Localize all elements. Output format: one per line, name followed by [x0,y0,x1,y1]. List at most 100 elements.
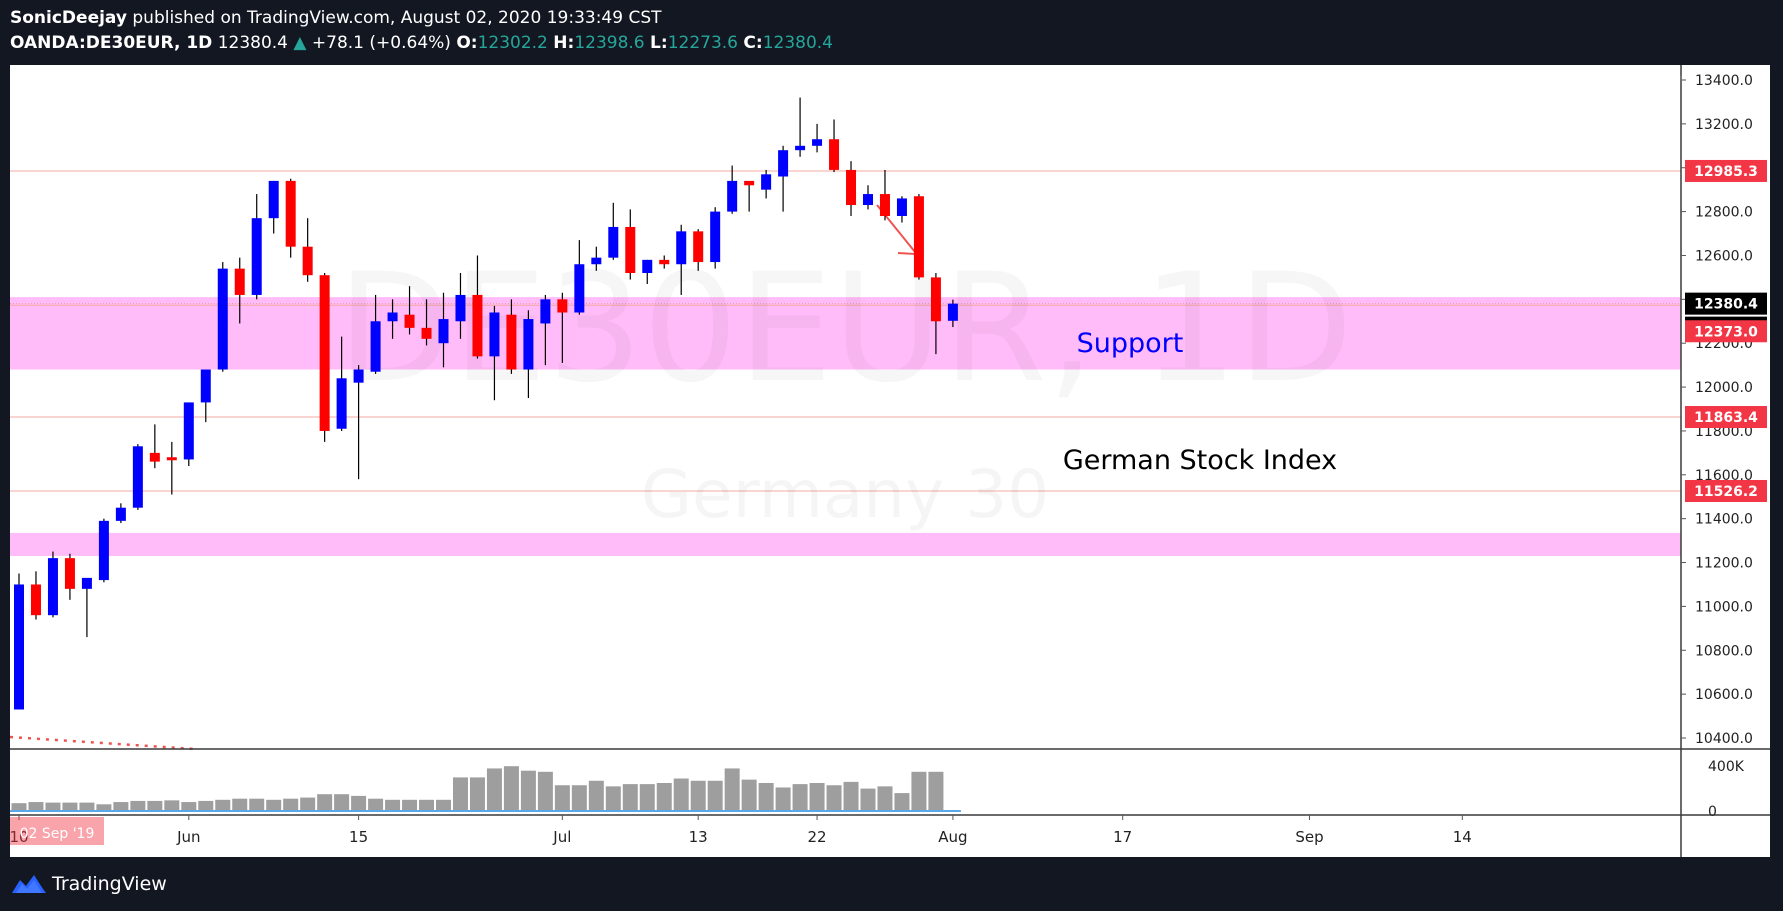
volume-bar[interactable] [147,800,163,811]
dotted-trendline[interactable] [9,735,196,751]
volume-bar[interactable] [334,794,350,811]
volume-bar[interactable] [877,786,893,811]
time-tick-label[interactable]: Jul [552,828,571,846]
price-badge-level[interactable]: 11526.2 [1685,479,1767,502]
candle[interactable] [353,365,364,480]
candle[interactable] [608,202,619,260]
volume-bar[interactable] [537,771,553,811]
candle[interactable] [896,196,907,223]
volume-bar[interactable] [28,802,44,811]
candle[interactable] [438,292,449,368]
candle[interactable] [812,123,823,153]
volume-bar[interactable] [928,771,944,811]
volume-bar[interactable] [792,784,808,811]
candle[interactable] [285,178,296,258]
candle[interactable] [404,286,415,335]
candle[interactable] [710,207,721,269]
price-badge-level[interactable]: 12985.3 [1685,159,1767,182]
candle[interactable] [217,262,228,372]
volume-bar[interactable] [486,768,502,811]
volume-bar[interactable] [249,798,265,811]
candle[interactable] [455,273,466,339]
candle[interactable] [761,169,772,199]
candle[interactable] [115,503,126,524]
volume-bar[interactable] [860,788,876,811]
candle[interactable] [625,209,636,280]
volume-bar[interactable] [368,798,384,811]
volume-bar[interactable] [45,802,61,811]
volume-bar[interactable] [181,802,197,811]
candle[interactable] [149,424,160,469]
candle[interactable] [302,218,313,282]
candle[interactable] [574,240,585,315]
candle[interactable] [336,336,347,431]
price-badge-level[interactable]: 12373.0 [1685,320,1767,343]
zone-1[interactable] [10,532,1681,556]
candle[interactable] [489,305,500,401]
candle[interactable] [166,441,177,495]
support-label[interactable]: Support [1077,328,1184,359]
volume-bar[interactable] [215,799,231,811]
price-badge-last[interactable]: 12380.4 [1685,292,1767,315]
time-tick-label[interactable]: Aug [938,828,967,846]
volume-bar[interactable] [758,783,774,811]
volume-bar[interactable] [588,780,604,811]
volume-bar[interactable] [741,779,757,811]
candle[interactable] [591,246,602,271]
volume-bar[interactable] [198,800,214,811]
volume-bar[interactable] [911,771,927,811]
candle[interactable] [47,551,58,618]
candle[interactable] [659,255,670,269]
candle[interactable] [846,161,857,216]
volume-bar[interactable] [690,780,706,811]
volume-bar[interactable] [605,786,621,811]
candle[interactable] [370,294,381,374]
volume-bar[interactable] [894,793,910,811]
volume-bar[interactable] [469,777,485,811]
candle[interactable] [727,165,738,214]
candle[interactable] [930,273,941,355]
author-name[interactable]: SonicDeejay [10,8,127,28]
volume-axis[interactable]: 400K 0 [1708,759,1745,820]
candle[interactable] [540,294,551,366]
volume-bar[interactable] [385,799,401,811]
volume-bar[interactable] [622,784,638,811]
candle[interactable] [778,145,789,212]
volume-bar[interactable] [656,783,672,811]
candle[interactable] [81,577,92,638]
candle[interactable] [879,169,890,221]
zone-0[interactable] [10,297,1681,370]
volume-bar[interactable] [11,803,27,811]
candle[interactable] [829,119,840,173]
candle[interactable] [642,259,653,284]
candle[interactable] [234,257,245,324]
volume-bar[interactable] [351,795,367,811]
volume-bar[interactable] [843,781,859,811]
volume-bar[interactable] [79,802,95,811]
volume-bar[interactable] [826,785,842,811]
candle[interactable] [132,444,143,510]
time-tick-label[interactable]: 14 [1453,828,1472,846]
candle[interactable] [472,255,483,359]
candle[interactable] [506,299,517,374]
time-axis[interactable]: 10 Jun 15 Jul 13 22 Aug 17 Sep 14 [9,815,1472,846]
candle[interactable] [863,185,873,210]
volume-bar[interactable] [266,799,282,811]
time-tick-label[interactable]: 10 [9,828,28,846]
volume-bar[interactable] [520,770,536,811]
candle[interactable] [523,310,534,399]
volume-bar[interactable] [639,784,655,811]
price-badge-level[interactable]: 11863.4 [1685,406,1767,429]
symbol-name[interactable]: OANDA:DE30EUR, 1D [10,33,213,53]
volume-bar[interactable] [503,766,519,811]
time-tick-label[interactable]: Jun [176,828,200,846]
volume-bar[interactable] [300,797,316,811]
candle[interactable] [14,573,24,710]
volume-bar[interactable] [283,798,299,811]
volume-bar[interactable] [113,802,129,811]
volume-bar[interactable] [775,787,791,811]
volume-bar[interactable] [707,780,723,811]
tradingview-brand[interactable]: TradingView [52,873,167,895]
candle[interactable] [744,180,755,212]
candle[interactable] [268,180,279,234]
